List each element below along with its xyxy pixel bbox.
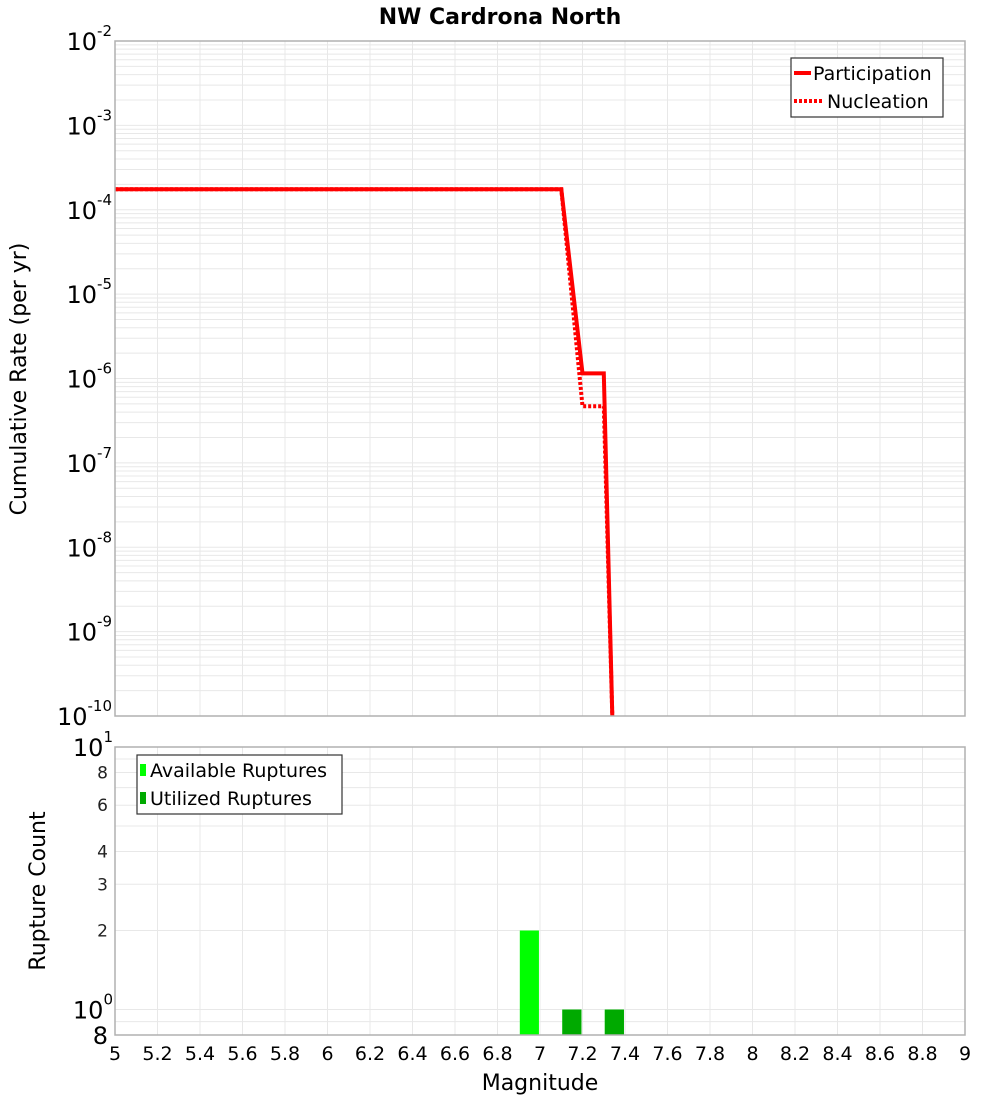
x-tick-label: 7.8 xyxy=(695,1043,725,1065)
y-tick-label: 10-2 xyxy=(66,22,112,56)
utilized-swatch-icon xyxy=(140,792,146,804)
x-tick-label: 7.2 xyxy=(567,1043,597,1065)
y-tick-label: 6 xyxy=(97,796,108,816)
y-tick-label: 4 xyxy=(97,842,108,862)
available-ruptures-bar xyxy=(520,931,539,1035)
x-tick-label: 5.8 xyxy=(270,1043,300,1065)
rate-plot-y-label: Cumulative Rate (per yr) xyxy=(7,243,32,516)
x-tick-label: 6.2 xyxy=(355,1043,385,1065)
x-tick-label: 8.8 xyxy=(907,1043,937,1065)
y-tick-label: 10-5 xyxy=(66,275,112,309)
utilized-ruptures-bar xyxy=(605,1010,624,1035)
x-axis-label: Magnitude xyxy=(482,1071,599,1096)
y-tick-label: 10-9 xyxy=(66,613,112,647)
y-tick-label: 8 xyxy=(97,763,108,783)
count-plot-legend: Available Ruptures Utilized Ruptures xyxy=(137,755,342,814)
x-tick-label: 6.6 xyxy=(440,1043,470,1065)
legend-available-label: Available Ruptures xyxy=(150,760,327,782)
x-tick-label: 5.4 xyxy=(185,1043,215,1065)
y-tick-label: 10-3 xyxy=(66,106,112,140)
x-tick-label: 8.4 xyxy=(822,1043,852,1065)
legend-nucleation-label: Nucleation xyxy=(827,91,929,113)
y-tick-label: 8 xyxy=(93,1022,108,1050)
chart-canvas: NW Cardrona North 10-210-310-410-510-610… xyxy=(0,0,1000,1100)
x-tick-label: 9 xyxy=(959,1043,971,1065)
x-tick-label: 7.4 xyxy=(610,1043,640,1065)
y-tick-label: 10-8 xyxy=(66,528,112,562)
rate-plot: 10-2 10-3 10-4 10-5 10-6 10-7 10-8 10-9 10-10 Cu… xyxy=(7,22,965,731)
utilized-ruptures-bar xyxy=(562,1010,581,1035)
y-tick-label: 101 xyxy=(73,728,113,762)
x-tick-label: 6.8 xyxy=(482,1043,512,1065)
y-tick-label: 10-6 xyxy=(66,360,112,394)
x-tick-label: 5.2 xyxy=(142,1043,172,1065)
y-tick-label: 10-7 xyxy=(66,444,112,478)
chart-figure: NW Cardrona North 10-210-310-410-510-610… xyxy=(0,0,1000,1100)
available-swatch-icon xyxy=(140,764,146,776)
x-tick-label: 8.6 xyxy=(865,1043,895,1065)
x-tick-label: 6 xyxy=(321,1043,333,1065)
y-tick-label: 100 xyxy=(73,991,113,1025)
count-plot-y-label: Rupture Count xyxy=(26,811,51,971)
count-plot-x-ticks: 5 5.2 5.4 5.6 5.8 6 6.2 6.4 6.6 6.8 7 7.2 7.4 7.6 7.8 8… xyxy=(109,1043,971,1065)
x-tick-label: 5 xyxy=(109,1043,121,1065)
x-tick-label: 6.4 xyxy=(397,1043,427,1065)
x-tick-label: 7 xyxy=(534,1043,546,1065)
x-tick-label: 5.6 xyxy=(227,1043,257,1065)
count-plot-y-ticks: 101864321008 xyxy=(73,728,113,1050)
y-tick-label: 3 xyxy=(97,875,108,895)
rate-plot-legend: Participation Nucleation xyxy=(791,58,943,117)
count-plot: 101864321008 55.25.45.65.866.26.46.66.87… xyxy=(26,728,971,1096)
legend-utilized-label: Utilized Ruptures xyxy=(150,788,312,810)
x-tick-label: 8.2 xyxy=(780,1043,810,1065)
rate-plot-y-ticks: 10-2 10-3 10-4 10-5 10-6 10-7 10-8 10-9 10-10 xyxy=(57,22,112,731)
x-tick-label: 7.6 xyxy=(652,1043,682,1065)
legend-participation-label: Participation xyxy=(813,63,932,85)
y-tick-label: 10-10 xyxy=(57,697,112,731)
rate-plot-grid xyxy=(115,41,965,716)
chart-title: NW Cardrona North xyxy=(379,5,622,30)
x-tick-label: 8 xyxy=(746,1043,758,1065)
y-tick-label: 2 xyxy=(97,922,108,942)
y-tick-label: 10-4 xyxy=(66,191,112,225)
